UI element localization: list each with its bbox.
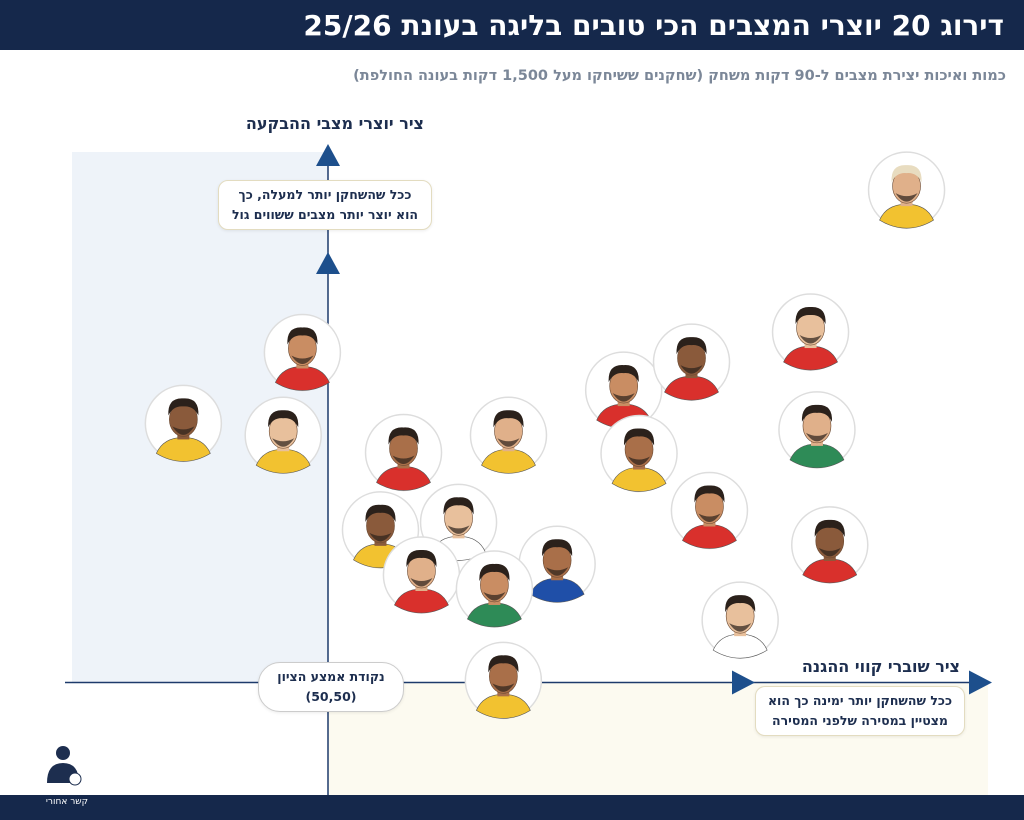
midpoint-title: נקודת אמצע הציון (277, 669, 385, 684)
player-point (341, 491, 420, 569)
player-point (244, 396, 322, 474)
title: דירוג 20 יוצרי המצבים הכי טובים בליגה בע… (303, 9, 1004, 42)
beard (291, 355, 314, 364)
player-point (263, 313, 342, 392)
y-note: ככל שהשחקן יותר למעלה, כך הוא יוצר יותר … (218, 180, 432, 230)
shirt (475, 694, 531, 719)
hair (694, 485, 725, 503)
shirt (467, 602, 522, 628)
hair (725, 595, 756, 613)
beard (729, 623, 752, 632)
arrow-up (316, 252, 340, 274)
beard (680, 365, 703, 374)
hair (608, 365, 639, 383)
y-axis-label: ציר יוצרי מצבי ההבקעה (245, 114, 424, 133)
points (144, 151, 946, 720)
beard (172, 426, 195, 435)
beard (818, 547, 841, 557)
shirt (783, 345, 838, 371)
hair (268, 410, 299, 428)
note-line: ככל שהשחקן יותר למעלה, כך (238, 187, 412, 202)
beard (698, 513, 721, 522)
player-point (701, 581, 779, 659)
hair (493, 410, 524, 428)
arrow-right (969, 670, 992, 695)
player-point (469, 396, 548, 474)
beard (628, 456, 651, 466)
player-point (778, 391, 856, 469)
hair (542, 539, 573, 557)
beard (392, 455, 415, 464)
hair (488, 655, 519, 673)
player-point (670, 471, 749, 550)
hair (406, 549, 437, 567)
hair (365, 504, 396, 522)
logo-text: קשר אחורי (45, 797, 89, 807)
beard (272, 438, 295, 447)
shirt (155, 437, 211, 462)
player-point (867, 151, 946, 229)
beard (492, 683, 515, 692)
player-point (364, 413, 443, 492)
shirt (802, 558, 858, 584)
shirt (664, 375, 719, 401)
note-line: מצטיין במסירה שלפני המסירה (772, 713, 948, 728)
shirt (255, 448, 311, 474)
beard (612, 393, 635, 402)
shirt (394, 588, 449, 614)
hair (168, 398, 199, 416)
player-point (791, 506, 869, 584)
player-point (382, 536, 461, 614)
logo-icon (47, 746, 82, 786)
player-point (652, 323, 731, 401)
beard (497, 438, 520, 447)
shirt (275, 366, 330, 391)
beard (546, 567, 569, 576)
x-note: ככל שהשחקן יותר ימינה כך הוא מצטיין במסי… (755, 686, 965, 736)
midpoint-label: (50,50) (305, 689, 357, 704)
shirt (376, 466, 431, 491)
player-point (771, 293, 850, 371)
beard (483, 591, 506, 601)
hair (388, 427, 419, 445)
shirt (682, 524, 737, 549)
x-axis-label: ציר שוברי קווי ההגנה (801, 657, 960, 676)
shirt (481, 448, 536, 474)
beard (369, 532, 392, 542)
beard (799, 335, 822, 344)
hair (891, 165, 922, 183)
shirt (712, 633, 768, 659)
hair (443, 497, 474, 515)
beard (805, 432, 828, 442)
player-point (455, 550, 534, 628)
hair (623, 428, 655, 446)
beard (447, 525, 470, 534)
hair (814, 519, 845, 537)
note-line: הוא יוצר יותר מצבים ששווים גול (231, 207, 418, 222)
midpoint-box: נקודת אמצע הציון (50,50) (258, 662, 404, 712)
note-line: ככל שהשחקן יותר ימינה כך הוא (767, 693, 953, 708)
arrow-up (316, 144, 340, 166)
shirt (529, 577, 585, 603)
player-point (600, 414, 678, 493)
player-point (144, 384, 223, 463)
beard (410, 578, 433, 587)
player-point (464, 641, 543, 720)
hair (676, 337, 707, 355)
hair (801, 404, 833, 422)
hair (479, 563, 510, 581)
hair (287, 327, 318, 345)
shirt (789, 443, 845, 469)
beard (895, 193, 918, 202)
hair (795, 306, 826, 325)
header-bar (0, 0, 1024, 50)
shirt (879, 203, 934, 229)
footer-bar (0, 795, 1024, 820)
shirt (611, 467, 667, 492)
arrow-right (732, 670, 755, 695)
subtitle: כמות ואיכות יצירת מצבים ל-90 דקות משחק (… (353, 68, 1006, 84)
